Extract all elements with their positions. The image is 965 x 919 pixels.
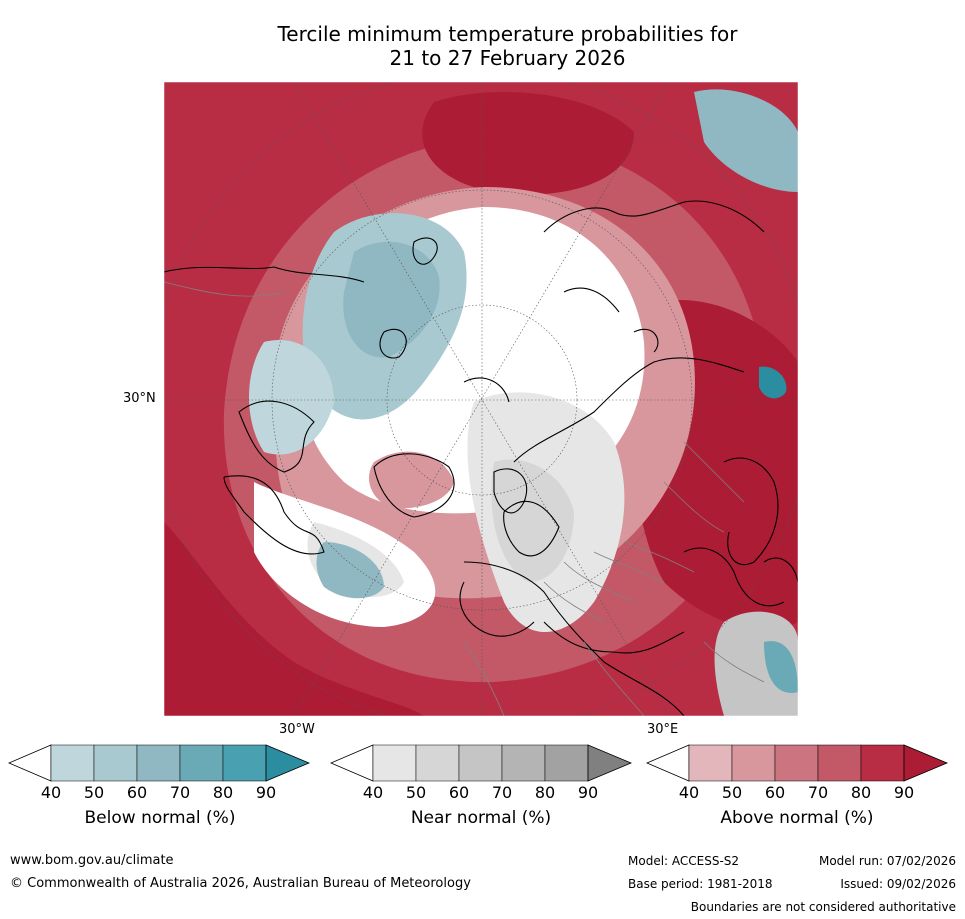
colorbar-above-tick: 90 [893,783,915,802]
colorbar-above-normal [646,744,949,782]
colorbar-near-normal [330,744,633,782]
colorbar-above-upper-extension [903,744,949,782]
footer-base-period: Base period: 1981-2018 [628,877,773,891]
colorbar-near-tick: 80 [534,783,556,802]
region-northwest-deep-red [164,82,314,182]
colorbar-near-tick: 60 [448,783,470,802]
colorbar-below-segment [222,744,267,782]
colorbar-above-tick: 60 [764,783,786,802]
colorbar-below-tick: 70 [169,783,191,802]
coastlines [164,200,798,716]
region-top-deep-red [422,92,634,195]
colorbar-near-segment [458,744,503,782]
colorbar-label-above: Above normal (%) [720,808,874,828]
region-below-normal-northeast [694,89,798,192]
longitude-label-30e: 30°E [647,722,679,737]
colorbar-below-normal-scale [8,744,311,782]
colorbar-above-tick: 50 [721,783,743,802]
colorbar-above-tick: 80 [850,783,872,802]
colorbar-below-tick: 80 [212,783,234,802]
colorbar-below-tick: 90 [255,783,277,802]
colorbar-near-segment [544,744,589,782]
footer-model: Model: ACCESS-S2 [628,854,740,868]
region-below-normal-east [759,366,787,399]
footer-disclaimer: Boundaries are not considered authoritat… [690,900,956,914]
colorbar-below-lower-extension [8,744,52,782]
colorbar-below-tick: 60 [126,783,148,802]
title-line-2: 21 to 27 February 2026 [389,46,626,70]
title-line-1: Tercile minimum temperature probabilitie… [277,22,738,46]
colorbar-near-normal-scale [330,744,633,782]
colorbar-below-segment [179,744,224,782]
region-near-normal-southeast [714,611,798,716]
colorbar-above-segment [774,744,819,782]
footer-model-run: Model run: 07/02/2026 [818,854,956,868]
chart-title: Tercile minimum temperature probabilitie… [160,22,855,70]
footer-issued: Issued: 09/02/2026 [840,877,956,891]
political-boundaries [164,281,765,716]
colorbar-near-tick: 40 [362,783,384,802]
colorbar-below-segment [93,744,138,782]
colorbar-label-near: Near normal (%) [410,808,552,828]
colorbar-above-tick: 40 [678,783,700,802]
colorbar-above-lower-extension [646,744,690,782]
colorbar-above-tick: 70 [807,783,829,802]
region-below-normal-greenland-west [249,340,334,455]
colorbar-near-lower-extension [330,744,374,782]
colorbar-near-tick: 90 [577,783,599,802]
colorbar-above-segment [860,744,905,782]
colorbar-near-segment [501,744,546,782]
region-below-normal-canada-inner [343,241,440,358]
colorbar-near-upper-extension [587,744,633,782]
graticule [164,82,798,716]
colorbar-below-tick: 50 [83,783,105,802]
probability-map [164,82,798,716]
colorbar-below-upper-extension [265,744,311,782]
colorbar-below-normal [8,744,311,782]
colorbar-above-normal-scale [646,744,949,782]
colorbar-above-segment [688,744,733,782]
colorbar-near-tick: 50 [405,783,427,802]
region-near-normal-grey [491,459,574,582]
region-below-normal-atlantic [316,542,384,599]
colorbar-below-segment [50,744,95,782]
colorbar-below-segment [136,744,181,782]
colorbar-above-segment [817,744,862,782]
footer-copyright: © Commonwealth of Australia 2026, Austra… [10,876,471,891]
region-southwest-deep-red [164,522,424,716]
colorbar-near-segment [415,744,460,782]
latitude-label-30n: 30°N [123,391,156,406]
colorbar-near-tick: 70 [491,783,513,802]
footer-url: www.bom.gov.au/climate [10,853,174,868]
colorbar-above-segment [731,744,776,782]
colorbar-below-tick: 40 [40,783,62,802]
region-below-normal-southeast [764,641,798,693]
map-canvas [164,82,798,716]
region-greenland-red [369,451,454,509]
colorbar-label-below: Below normal (%) [84,808,236,828]
longitude-label-30w: 30°W [279,722,315,737]
colorbar-near-segment [372,744,417,782]
